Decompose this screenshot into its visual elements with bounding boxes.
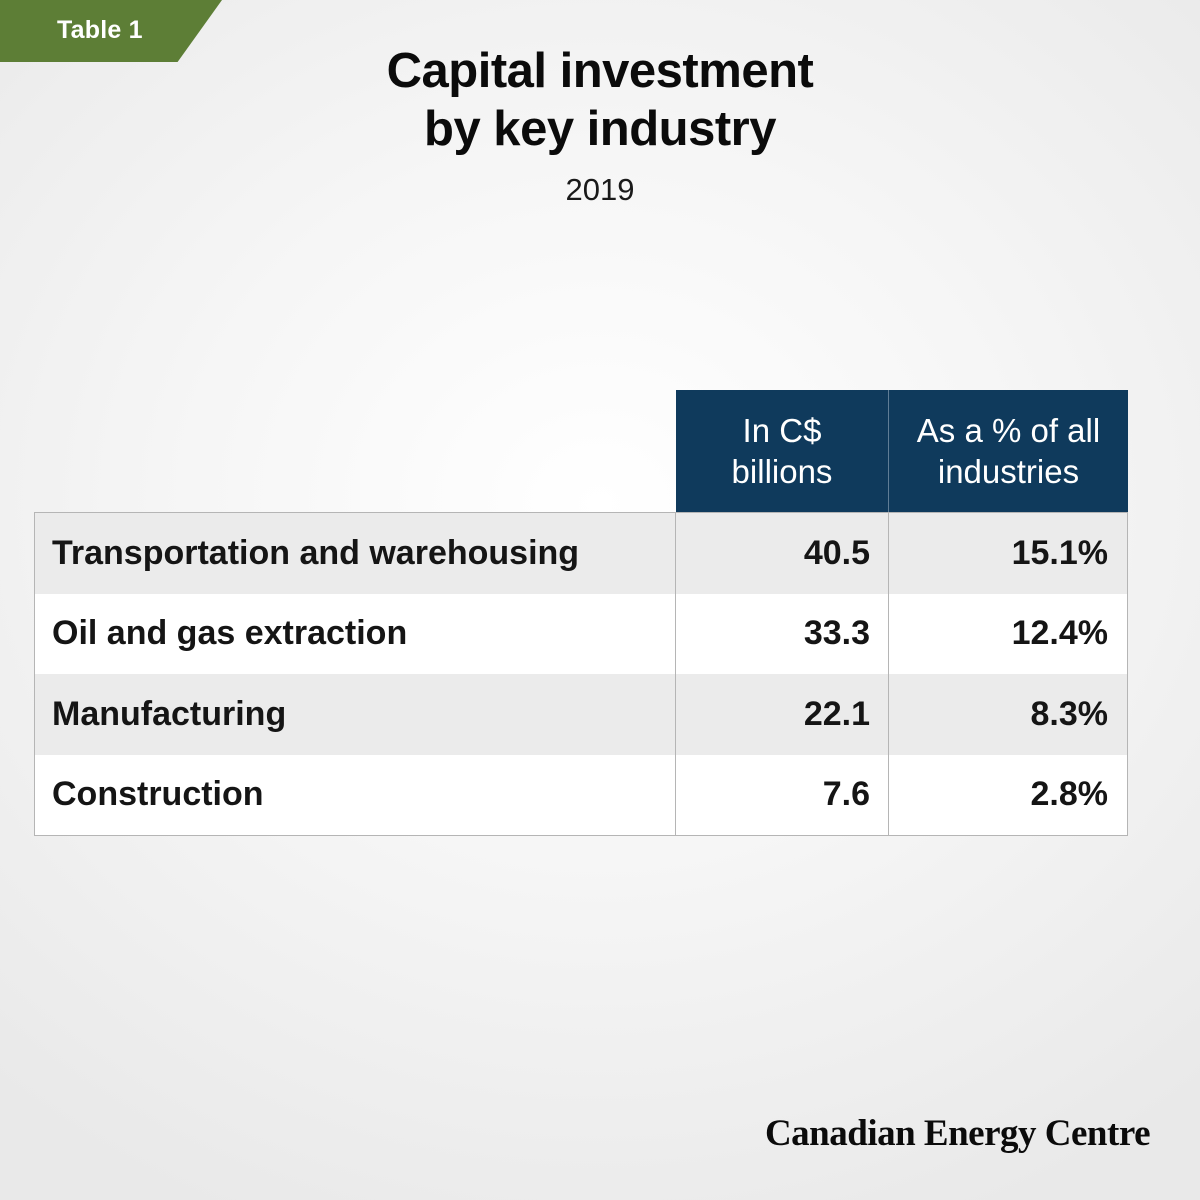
table-body: Transportation and warehousing 40.5 15.1… bbox=[34, 512, 1128, 836]
billions-cell: 40.5 bbox=[676, 513, 889, 594]
chart-subtitle: 2019 bbox=[565, 172, 635, 207]
table-number-label: Table 1 bbox=[57, 16, 143, 44]
table-header: In C$ billions As a % of all industries bbox=[676, 390, 1128, 512]
table-row: Transportation and warehousing 40.5 15.1… bbox=[35, 513, 1127, 594]
percent-cell: 8.3% bbox=[1030, 694, 1109, 733]
industry-cell: Transportation and warehousing bbox=[35, 513, 676, 594]
table-number-badge bbox=[0, 0, 222, 62]
industry-cell: Oil and gas extraction bbox=[35, 593, 676, 674]
billions-cell: 7.6 bbox=[676, 754, 889, 835]
title-line-2: by key industry bbox=[424, 102, 776, 156]
chart-title: Capital investment by key industry bbox=[0, 42, 1200, 158]
percent-cell: 15.1% bbox=[1011, 533, 1108, 572]
percent-cell: 12.4% bbox=[1011, 614, 1108, 653]
percent-cell: 2.8% bbox=[1030, 775, 1109, 814]
title-line-1: Capital investment bbox=[386, 44, 814, 98]
brand-logo-text: Canadian Energy Centre bbox=[764, 1113, 1151, 1154]
industry-cell: Manufacturing bbox=[35, 674, 676, 755]
column-header-percent: As a % of all industries bbox=[916, 412, 1101, 490]
industry-cell: Construction bbox=[35, 754, 676, 835]
table-row: Construction 7.6 2.8% bbox=[35, 754, 1127, 835]
billions-cell: 22.1 bbox=[676, 674, 889, 755]
table-row: Manufacturing 22.1 8.3% bbox=[35, 674, 1127, 755]
billions-cell: 33.3 bbox=[676, 593, 889, 674]
table-row: Oil and gas extraction 33.3 12.4% bbox=[35, 593, 1127, 674]
column-header-billions: In C$ billions bbox=[676, 390, 889, 512]
